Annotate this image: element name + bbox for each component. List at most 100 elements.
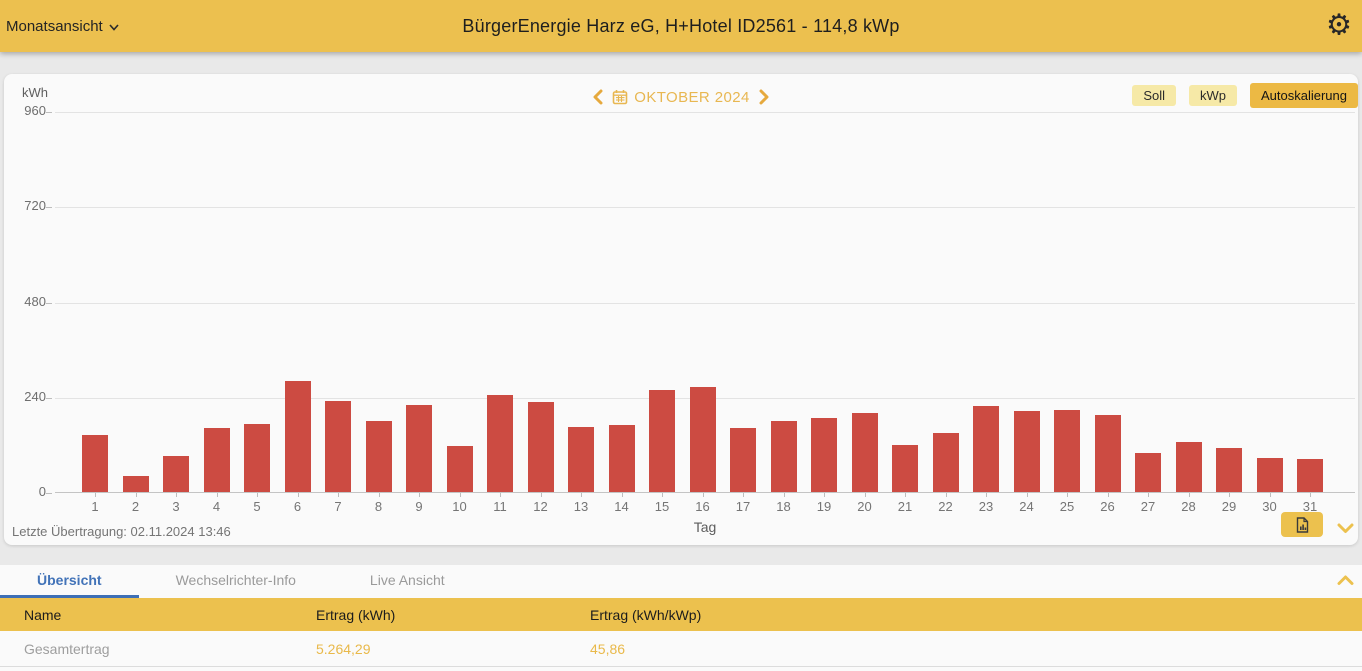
x-tick-mark bbox=[1067, 493, 1068, 497]
bar-day-1[interactable] bbox=[82, 434, 108, 492]
bar-day-17[interactable] bbox=[730, 428, 756, 492]
app-bar: Monatsansicht BürgerEnergie Harz eG, H+H… bbox=[0, 0, 1362, 52]
bar-day-7[interactable] bbox=[325, 401, 351, 492]
toggle-autoskalierung[interactable]: Autoskalierung bbox=[1250, 83, 1358, 108]
bar-day-12[interactable] bbox=[527, 402, 554, 492]
bar-day-23[interactable] bbox=[973, 405, 999, 492]
tab-label: Wechselrichter-Info bbox=[175, 572, 296, 588]
month-picker[interactable]: OKTOBER 2024 bbox=[612, 89, 749, 106]
x-tick-label: 8 bbox=[374, 499, 383, 514]
y-tick-mark bbox=[46, 207, 52, 209]
x-tick-mark bbox=[540, 493, 542, 497]
column-header-ertrag-kwh-kwp: Ertrag (kWh/kWp) bbox=[590, 606, 702, 623]
bar-day-6[interactable] bbox=[284, 381, 311, 492]
toggle-kwp[interactable]: kWp bbox=[1189, 85, 1237, 106]
chevron-down-icon bbox=[109, 18, 119, 35]
chart-plot: 0 240 480 720 960 1 2 3 4 5 6 7 8 9 10 11 12 13 14 15 16 17 18… bbox=[24, 103, 1355, 514]
tab-bar: Übersicht Wechselrichter-Info Live Ansic… bbox=[0, 565, 1362, 598]
bar-day-18[interactable] bbox=[770, 421, 797, 492]
y-tick-mark bbox=[46, 112, 52, 113]
tab-wechselrichter-info[interactable]: Wechselrichter-Info bbox=[139, 565, 333, 598]
bar-day-10[interactable] bbox=[446, 446, 473, 492]
x-tick-label: 29 bbox=[1221, 499, 1237, 514]
x-tick-mark bbox=[176, 493, 177, 497]
bar-day-20[interactable] bbox=[851, 413, 878, 492]
bar-day-31[interactable] bbox=[1297, 458, 1323, 492]
bar-day-13[interactable] bbox=[568, 427, 594, 492]
x-tick-label: 16 bbox=[695, 499, 710, 514]
x-tick-label: 30 bbox=[1262, 499, 1277, 514]
view-selector-dropdown[interactable]: Monatsansicht bbox=[0, 0, 129, 52]
bar-day-2[interactable] bbox=[122, 476, 149, 492]
x-tick-label: 1 bbox=[91, 499, 99, 514]
x-tick-label: 18 bbox=[776, 499, 791, 514]
bar-day-25[interactable] bbox=[1054, 409, 1080, 492]
x-tick-mark bbox=[419, 493, 420, 497]
bar-day-22[interactable] bbox=[932, 432, 959, 492]
x-tick-mark bbox=[986, 493, 987, 497]
y-tick-mark bbox=[46, 493, 52, 494]
month-navigation: OKTOBER 2024 bbox=[4, 87, 1358, 107]
x-tick-mark bbox=[378, 493, 380, 497]
y-tick-label: 480 bbox=[24, 293, 46, 309]
calendar-icon bbox=[612, 90, 628, 105]
bar-day-5[interactable] bbox=[244, 424, 270, 492]
x-tick-mark bbox=[1026, 493, 1028, 497]
bar-day-24[interactable] bbox=[1013, 410, 1040, 492]
chart-toggle-group: Soll kWp Autoskalierung bbox=[1132, 83, 1358, 108]
bar-day-30[interactable] bbox=[1256, 457, 1283, 492]
toggle-soll[interactable]: Soll bbox=[1132, 85, 1176, 106]
x-tick-label: 22 bbox=[938, 499, 953, 514]
x-tick-label: 5 bbox=[253, 499, 261, 514]
row-label-gesamtertrag: Gesamtertrag bbox=[24, 640, 110, 657]
chart-card: kWh OKTOBER 2024 Soll kWp Autoskalierung bbox=[4, 74, 1358, 545]
table-row: Gesamtertrag 5.264,29 45,86 bbox=[0, 631, 1362, 667]
gear-icon[interactable]: ⚙ bbox=[1326, 9, 1352, 42]
x-tick-mark bbox=[297, 493, 299, 497]
export-button[interactable] bbox=[1281, 512, 1323, 537]
tab-uebersicht[interactable]: Übersicht bbox=[0, 565, 139, 598]
x-tick-label: 17 bbox=[735, 499, 751, 514]
x-tick-mark bbox=[621, 493, 623, 497]
x-tick-mark bbox=[581, 493, 582, 497]
bar-day-26[interactable] bbox=[1094, 415, 1121, 492]
x-tick-mark bbox=[1188, 493, 1190, 497]
bar-day-14[interactable] bbox=[608, 424, 635, 492]
y-tick-label: 0 bbox=[38, 484, 46, 499]
x-tick-mark bbox=[662, 493, 663, 497]
bar-day-19[interactable] bbox=[811, 418, 837, 492]
bar-day-29[interactable] bbox=[1216, 447, 1242, 492]
x-tick-label: 4 bbox=[212, 499, 221, 514]
x-tick-label: 28 bbox=[1181, 499, 1196, 514]
bar-day-9[interactable] bbox=[406, 404, 432, 492]
last-transmission-status: Letzte Übertragung: 02.11.2024 13:46 bbox=[12, 524, 231, 539]
x-tick-mark bbox=[824, 493, 825, 497]
chevron-up-icon[interactable] bbox=[1337, 573, 1354, 591]
x-tick-mark bbox=[500, 493, 501, 497]
bar-day-15[interactable] bbox=[649, 390, 675, 492]
x-tick-label: 3 bbox=[172, 499, 180, 514]
tab-live-ansicht[interactable]: Live Ansicht bbox=[333, 565, 482, 598]
x-tick-label: 14 bbox=[614, 499, 629, 514]
x-tick-mark bbox=[783, 493, 785, 497]
bar-day-8[interactable] bbox=[365, 420, 392, 492]
x-tick-label: 24 bbox=[1019, 499, 1034, 514]
chevron-left-icon[interactable] bbox=[592, 89, 603, 105]
x-tick-label: 13 bbox=[573, 499, 589, 514]
x-tick-label: 12 bbox=[533, 499, 548, 514]
tab-label: Live Ansicht bbox=[369, 572, 445, 588]
x-tick-label: 11 bbox=[493, 499, 507, 514]
chevron-down-icon[interactable] bbox=[1337, 521, 1354, 539]
bar-day-3[interactable] bbox=[163, 455, 189, 492]
x-tick-mark bbox=[905, 493, 906, 497]
bar-day-27[interactable] bbox=[1135, 453, 1161, 492]
chevron-right-icon[interactable] bbox=[759, 89, 770, 105]
bar-day-11[interactable] bbox=[487, 394, 513, 492]
bar-day-28[interactable] bbox=[1175, 441, 1202, 492]
x-tick-mark bbox=[945, 493, 947, 497]
bar-day-4[interactable] bbox=[203, 427, 230, 492]
bar-day-21[interactable] bbox=[892, 445, 918, 492]
month-label: OKTOBER 2024 bbox=[634, 88, 750, 106]
bar-day-16[interactable] bbox=[689, 387, 716, 492]
x-tick-label: 21 bbox=[897, 499, 913, 514]
